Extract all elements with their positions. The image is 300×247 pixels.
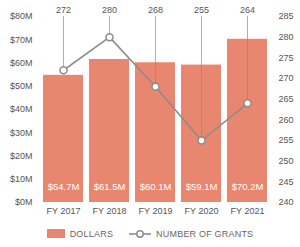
svg-text:264: 264: [240, 5, 255, 15]
svg-text:$59.1M: $59.1M: [186, 181, 218, 192]
svg-text:FY 2017: FY 2017: [47, 206, 81, 216]
svg-text:$60.1M: $60.1M: [140, 181, 172, 192]
svg-text:$80M: $80M: [10, 11, 33, 21]
svg-text:280: 280: [279, 32, 294, 42]
svg-text:$40M: $40M: [10, 104, 33, 114]
svg-text:FY 2021: FY 2021: [231, 206, 265, 216]
svg-text:$60M: $60M: [10, 58, 33, 68]
svg-text:$10M: $10M: [10, 174, 33, 184]
svg-text:265: 265: [279, 94, 294, 104]
svg-text:$30M: $30M: [10, 128, 33, 138]
svg-text:$50M: $50M: [10, 81, 33, 91]
svg-text:260: 260: [279, 115, 294, 125]
svg-text:270: 270: [279, 73, 294, 83]
svg-text:240: 240: [279, 197, 294, 207]
svg-text:FY 2018: FY 2018: [93, 206, 127, 216]
svg-text:250: 250: [279, 156, 294, 166]
svg-text:245: 245: [279, 177, 294, 187]
svg-text:FY 2019: FY 2019: [139, 206, 173, 216]
html-text:NUMBER OF GRANTS: NUMBER OF GRANTS: [156, 228, 254, 239]
svg-text:268: 268: [148, 5, 163, 15]
svg-text:$70.2M: $70.2M: [232, 181, 264, 192]
svg-text:$0M: $0M: [15, 197, 33, 207]
svg-text:FY 2020: FY 2020: [185, 206, 219, 216]
svg-text:255: 255: [194, 5, 209, 15]
svg-text:280: 280: [102, 5, 117, 15]
svg-text:$61.5M: $61.5M: [94, 181, 126, 192]
svg-text:285: 285: [279, 11, 294, 21]
svg-text:$54.7M: $54.7M: [48, 181, 80, 192]
svg-text:275: 275: [279, 53, 294, 63]
svg-text:$20M: $20M: [10, 151, 33, 161]
svg-text:$70M: $70M: [10, 35, 33, 45]
svg-text:255: 255: [279, 135, 294, 145]
html-text:DOLLARS: DOLLARS: [69, 228, 114, 239]
svg-text:272: 272: [56, 5, 71, 15]
